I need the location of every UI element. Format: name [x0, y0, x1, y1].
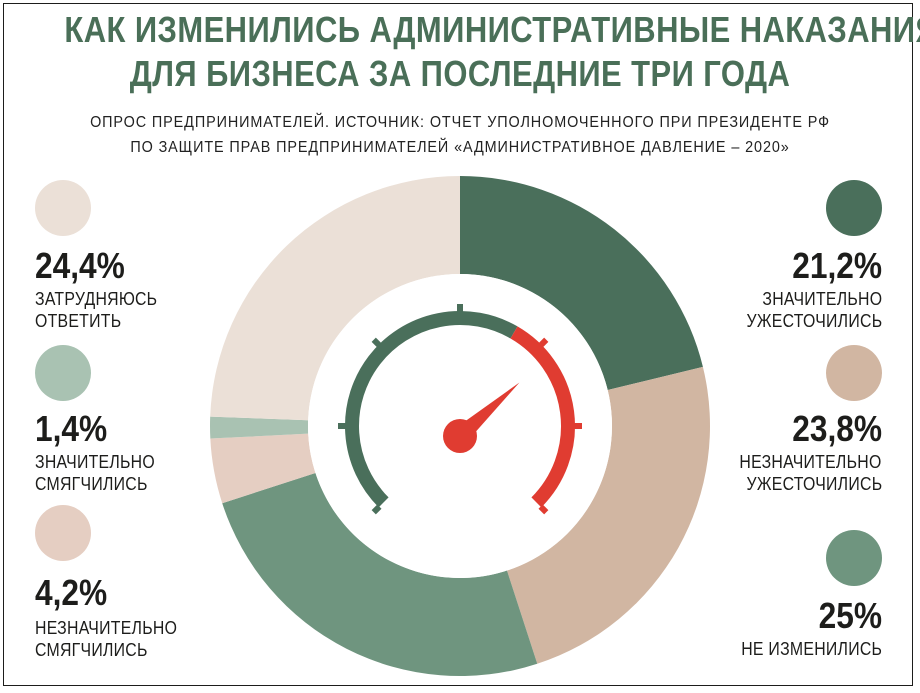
legend-label-line-1: ЗНАЧИТЕЛЬНО	[35, 452, 155, 472]
legend-label-line-2: НЕ ИЗМЕНИЛИСЬ	[741, 639, 882, 659]
subtitle-line-2: ПО ЗАЩИТЕ ПРАВ ПРЕДПРИНИМАТЕЛЕЙ «АДМИНИС…	[130, 139, 790, 156]
infographic-frame	[3, 3, 913, 686]
legend-percent: 21,2%	[792, 245, 882, 286]
legend-percent: 24,4%	[35, 245, 125, 286]
donut-slices	[210, 176, 710, 676]
legend-label-line-1: ЗАТРУДНЯЮСЬ	[35, 289, 158, 309]
legend-item-slightly-tightened: 23,8% НЕЗНАЧИТЕЛЬНО УЖЕСТОЧИЛИСЬ	[682, 345, 882, 505]
donut-slice	[210, 416, 309, 439]
donut-slice	[210, 433, 316, 504]
gauge-tick	[371, 337, 382, 348]
legend-item-significantly-tightened: 21,2% ЗНАЧИТЕЛЬНО УЖЕСТОЧИЛИСЬ	[682, 180, 882, 340]
gauge-danger-arc	[510, 326, 575, 508]
speedometer-icon	[338, 304, 582, 515]
legend-label-line-2: СМЯГЧИЛИСЬ	[35, 474, 148, 494]
gauge-tick	[538, 337, 549, 348]
title-line-2: ДЛЯ БИЗНЕСА ЗА ПОСЛЕДНИЕ ТРИ ГОДА	[129, 53, 791, 94]
legend-swatch	[826, 345, 882, 401]
gauge-tick	[371, 504, 382, 515]
legend-percent: 1,4%	[35, 408, 108, 449]
legend-item-unchanged: 25% НЕ ИЗМЕНИЛИСЬ	[682, 530, 882, 670]
legend-swatch	[35, 180, 91, 236]
legend-label-line-1: НЕЗНАЧИТЕЛЬНО	[739, 452, 882, 472]
legend-percent: 25%	[818, 595, 882, 636]
legend-label-line-2: УЖЕСТОЧИЛИСЬ	[746, 311, 882, 331]
legend-percent: 23,8%	[792, 408, 882, 449]
legend-swatch	[35, 345, 91, 401]
legend-label-line-1: ЗНАЧИТЕЛЬНО	[762, 289, 882, 309]
legend-item-hard-to-say: 24,4% ЗАТРУДНЯЮСЬ ОТВЕТИТЬ	[35, 180, 235, 340]
legend-label-line-1: НЕЗНАЧИТЕЛЬНО	[35, 618, 178, 638]
legend-item-significantly-softened: 1,4% ЗНАЧИТЕЛЬНО СМЯГЧИЛИСЬ	[35, 345, 235, 505]
title-line-1: КАК ИЗМЕНИЛИСЬ АДМИНИСТРАТИВНЫЕ НАКАЗАНИ…	[64, 9, 920, 50]
chart-title: КАК ИЗМЕНИЛИСЬ АДМИНИСТРАТИВНЫЕ НАКАЗАНИ…	[64, 8, 920, 96]
donut-slice	[506, 366, 710, 664]
legend-percent: 4,2%	[35, 572, 108, 613]
gauge-arc	[345, 311, 518, 508]
subtitle-line-1: ОПРОС ПРЕДПРИНИМАТЕЛЕЙ. ИСТОЧНИК: ОТЧЕТ …	[90, 114, 830, 131]
legend-swatch	[826, 530, 882, 586]
legend-label-line-2: СМЯГЧИЛИСЬ	[35, 640, 148, 660]
legend-label-line-2: ОТВЕТИТЬ	[35, 311, 122, 331]
gauge-tick	[538, 504, 549, 515]
gauge-hub	[443, 419, 477, 453]
donut-slice	[210, 176, 460, 421]
legend-label-line-2: УЖЕСТОЧИЛИСЬ	[746, 474, 882, 494]
legend-item-slightly-softened: 4,2% НЕЗНАЧИТЕЛЬНО СМЯГЧИЛИСЬ	[35, 505, 235, 675]
donut-slice	[460, 176, 703, 391]
legend-swatch	[35, 505, 91, 561]
legend-swatch	[826, 180, 882, 236]
chart-subtitle: ОПРОС ПРЕДПРИНИМАТЕЛЕЙ. ИСТОЧНИК: ОТЧЕТ …	[46, 110, 874, 160]
donut-slice	[222, 472, 538, 676]
